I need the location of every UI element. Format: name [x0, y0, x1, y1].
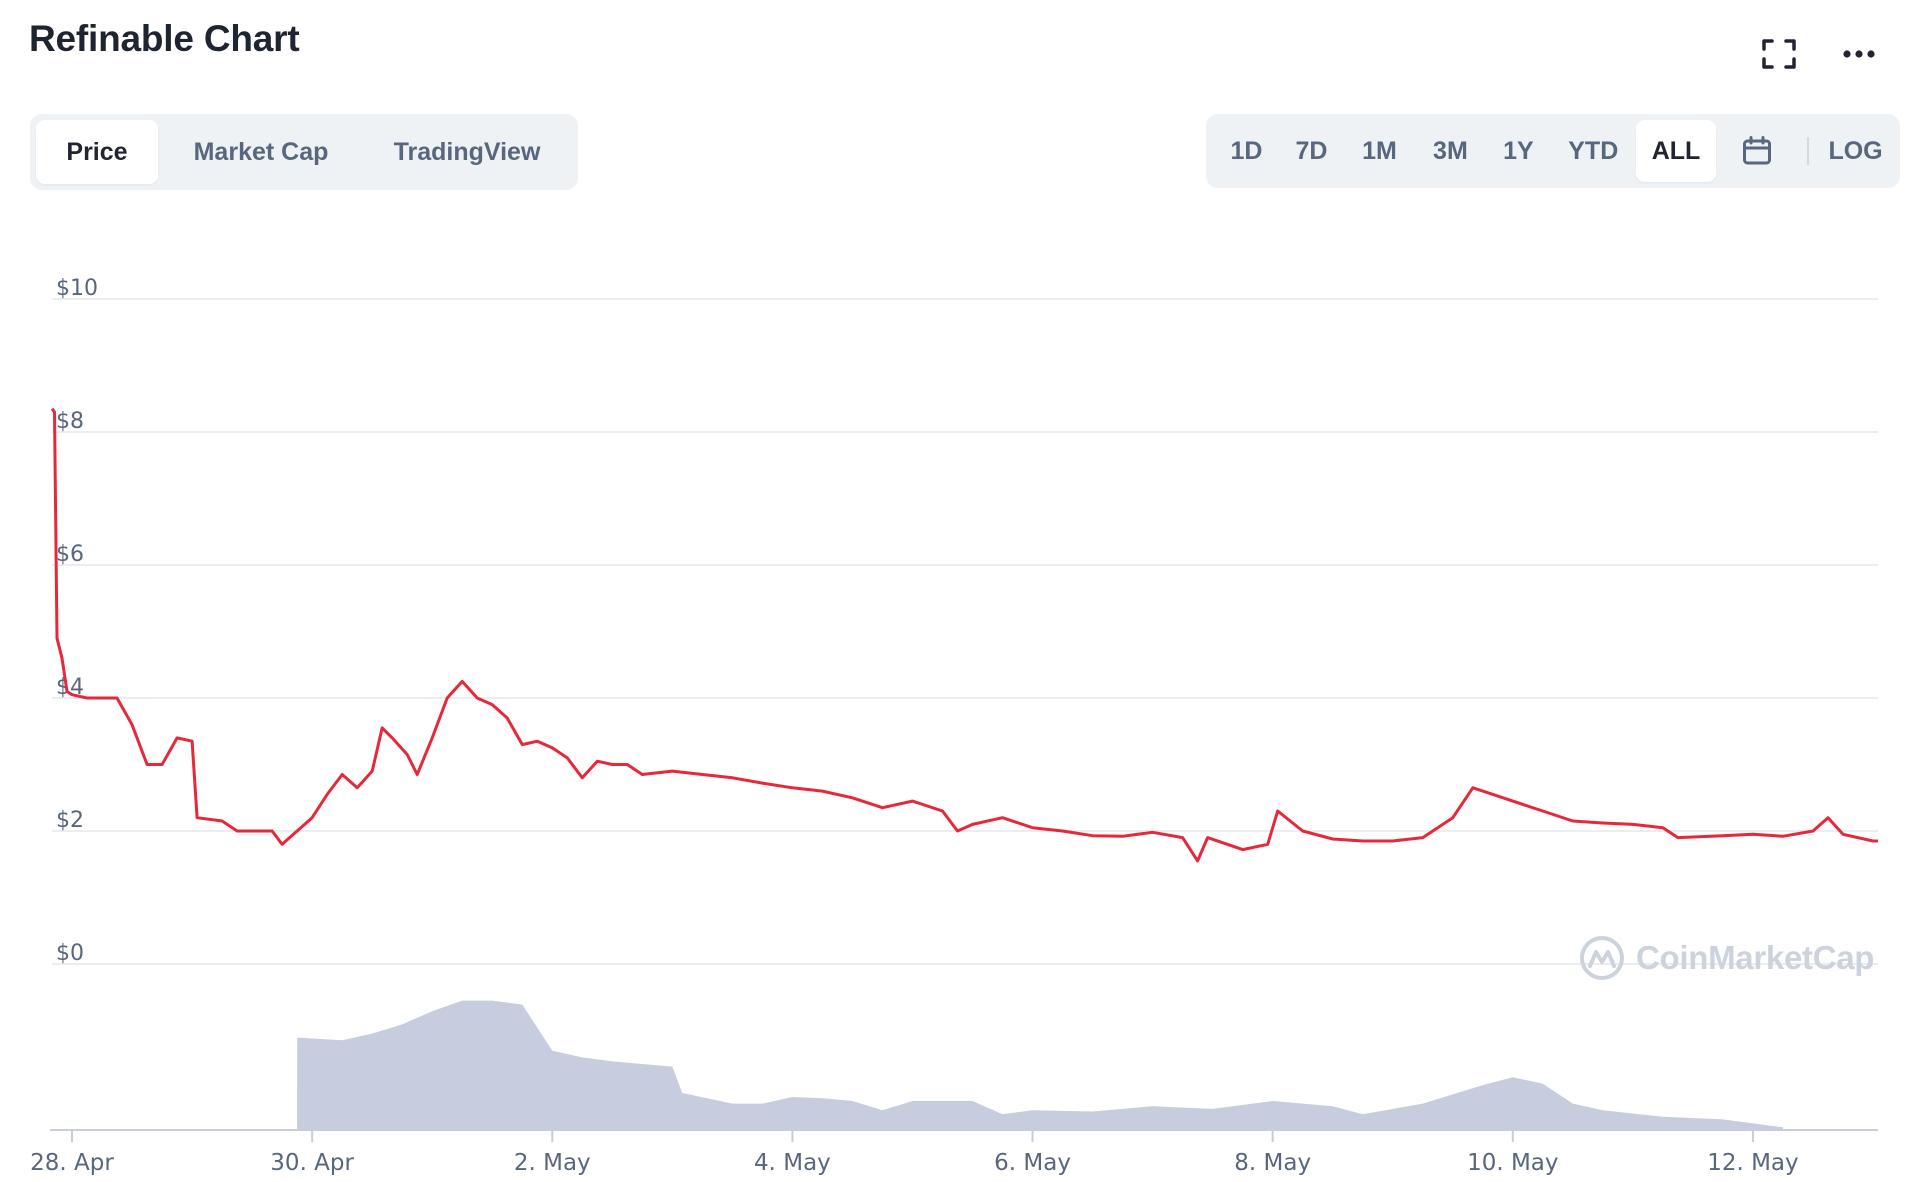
- watermark: CoinMarketCap: [1578, 934, 1874, 982]
- watermark-text: CoinMarketCap: [1636, 939, 1875, 976]
- x-tick-label: 4. May: [754, 1150, 831, 1176]
- range-7d[interactable]: 7D: [1295, 136, 1328, 165]
- tab-tradingview[interactable]: TradingView: [393, 137, 541, 166]
- x-tick-label: 2. May: [514, 1150, 591, 1176]
- range-all[interactable]: ALL: [1635, 120, 1717, 182]
- x-tick-label: 12. May: [1707, 1150, 1798, 1176]
- x-tick-label: 28. Apr: [30, 1150, 114, 1176]
- range-divider: [1807, 137, 1810, 165]
- range-1m[interactable]: 1M: [1362, 136, 1397, 165]
- volume-area: [297, 1000, 1784, 1130]
- range-ytd[interactable]: YTD: [1568, 136, 1619, 165]
- range-1d[interactable]: 1D: [1230, 136, 1263, 165]
- tab-market-cap[interactable]: Market Cap: [193, 137, 329, 166]
- x-tick-label: 8. May: [1234, 1150, 1311, 1176]
- x-tick-label: 30. Apr: [270, 1150, 354, 1176]
- fullscreen-icon[interactable]: [1755, 30, 1803, 78]
- x-tick-label: 6. May: [994, 1150, 1071, 1176]
- range-selector: 1D 7D 1M 3M 1Y YTD ALL LOG: [1206, 114, 1900, 188]
- y-tick-label: $6: [56, 542, 84, 567]
- x-axis: 28. Apr 30. Apr 2. May 4. May 6. May 8. May 10…: [30, 1130, 1799, 1176]
- y-tick-label: $8: [56, 409, 84, 434]
- y-tick-label: $10: [56, 276, 98, 301]
- chart-type-tabs: Price Market Cap TradingView: [30, 114, 578, 190]
- log-scale-button[interactable]: LOG: [1828, 136, 1883, 165]
- more-dots-icon[interactable]: [1835, 30, 1883, 78]
- y-tick-label: $0: [56, 941, 84, 966]
- tab-price[interactable]: Price: [36, 120, 158, 184]
- y-axis: $10$8$6$4$2$0: [56, 276, 98, 966]
- chart-grid: [52, 298, 1878, 965]
- price-line: [50, 407, 1878, 863]
- range-3m[interactable]: 3M: [1433, 136, 1468, 165]
- chart-title: Refinable Chart: [29, 18, 300, 59]
- x-tick-label: 10. May: [1467, 1150, 1558, 1176]
- y-tick-label: $2: [56, 808, 84, 833]
- range-1y[interactable]: 1Y: [1503, 136, 1534, 165]
- coinmarketcap-logo-icon: [1580, 936, 1624, 980]
- calendar-icon[interactable]: [1716, 120, 1797, 182]
